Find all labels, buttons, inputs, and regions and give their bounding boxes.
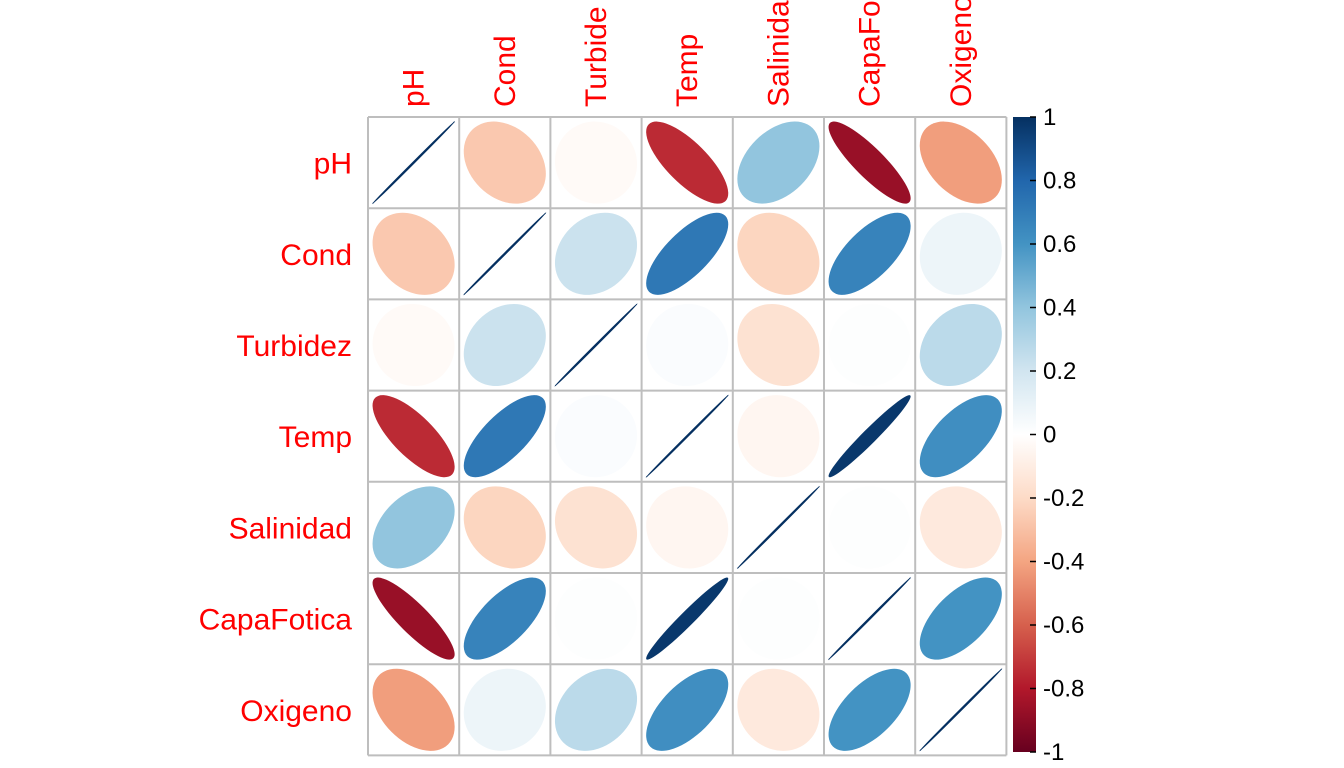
correlation-ellipse-CapaFotica-CapaFotica bbox=[827, 576, 912, 661]
legend-tick-label: 0.4 bbox=[1043, 295, 1076, 322]
correlation-ellipse-pH-CapaFotica bbox=[828, 121, 911, 204]
correlation-ellipse-Turbidez-Turbidez bbox=[554, 303, 638, 387]
correlation-ellipse-Turbidez-CapaFotica bbox=[828, 303, 911, 387]
correlation-ellipse-Turbidez-Temp bbox=[646, 303, 729, 387]
correlation-ellipse-Turbidez-Oxigeno bbox=[919, 303, 1002, 387]
correlation-ellipse-Temp-Salinidad bbox=[737, 395, 820, 478]
legend-tick-label: 0.2 bbox=[1043, 358, 1076, 385]
row-label: pH bbox=[314, 148, 352, 181]
correlation-ellipse-Salinidad-Temp bbox=[646, 486, 729, 569]
column-label: pH bbox=[398, 69, 431, 107]
correlation-ellipse-Cond-Oxigeno bbox=[919, 212, 1002, 295]
row-label: Cond bbox=[280, 239, 352, 272]
correlation-ellipse-Salinidad-Oxigeno bbox=[919, 486, 1002, 569]
column-label: Cond bbox=[489, 35, 522, 107]
correlation-ellipse-Cond-Salinidad bbox=[737, 212, 820, 295]
correlation-ellipse-Cond-Cond bbox=[463, 212, 547, 296]
legend-tick-label: 0.6 bbox=[1043, 231, 1076, 258]
correlation-ellipse-pH-Cond bbox=[463, 121, 546, 204]
correlation-ellipse-Oxigeno-Turbidez bbox=[554, 668, 638, 751]
row-label: Temp bbox=[279, 421, 352, 454]
correlation-ellipse-Cond-Temp bbox=[646, 212, 729, 295]
correlation-ellipse-Temp-Turbidez bbox=[554, 395, 638, 478]
correlation-ellipse-Oxigeno-CapaFotica bbox=[828, 668, 911, 751]
correlation-ellipse-Oxigeno-Oxigeno bbox=[919, 668, 1003, 752]
correlation-ellipse-pH-Turbidez bbox=[554, 121, 638, 204]
correlation-ellipse-CapaFotica-pH bbox=[372, 577, 455, 660]
correlation-ellipse-Oxigeno-Salinidad bbox=[737, 668, 820, 751]
column-label: CapaFo bbox=[854, 0, 887, 107]
correlation-ellipse-Oxigeno-Cond bbox=[463, 668, 546, 751]
correlation-ellipse-Temp-Cond bbox=[463, 395, 546, 478]
correlation-ellipse-pH-Temp bbox=[646, 121, 729, 204]
row-label: CapaFotica bbox=[199, 604, 353, 637]
correlation-ellipse-pH-pH bbox=[371, 120, 456, 205]
correlation-ellipse-Turbidez-Salinidad bbox=[737, 303, 820, 387]
correlation-ellipse-Cond-CapaFotica bbox=[828, 212, 911, 295]
correlation-ellipse-Turbidez-pH bbox=[372, 303, 455, 387]
column-label: Temp bbox=[671, 34, 704, 107]
correlation-ellipse-Temp-Oxigeno bbox=[919, 395, 1002, 478]
correlation-ellipse-Oxigeno-Temp bbox=[646, 668, 729, 751]
legend-tick-label: 1 bbox=[1043, 104, 1056, 131]
legend-tick-label: -0.8 bbox=[1043, 676, 1084, 703]
correlation-ellipse-pH-Oxigeno bbox=[919, 121, 1002, 204]
correlation-ellipse-CapaFotica-Temp bbox=[646, 577, 729, 660]
correlation-ellipse-CapaFotica-Oxigeno bbox=[919, 577, 1002, 660]
row-label: Turbidez bbox=[236, 330, 352, 363]
correlation-ellipse-Cond-Turbidez bbox=[554, 212, 638, 295]
correlation-ellipse-Cond-pH bbox=[372, 212, 455, 295]
correlation-ellipse-CapaFotica-Salinidad bbox=[737, 577, 820, 660]
correlation-ellipse-Temp-Temp bbox=[645, 394, 729, 478]
correlation-ellipse-Salinidad-Salinidad bbox=[736, 485, 821, 570]
correlation-ellipse-Temp-CapaFotica bbox=[828, 395, 911, 478]
column-label: Turbide bbox=[580, 6, 613, 107]
correlation-ellipse-CapaFotica-Turbidez bbox=[554, 577, 638, 660]
row-label: Oxigeno bbox=[240, 695, 352, 728]
correlation-ellipse-pH-Salinidad bbox=[737, 121, 820, 204]
row-label: Salinidad bbox=[229, 512, 352, 545]
legend-tick-label: 0 bbox=[1043, 422, 1056, 449]
correlation-ellipse-Salinidad-Cond bbox=[463, 486, 546, 569]
correlation-ellipse-CapaFotica-Cond bbox=[463, 577, 546, 660]
correlation-ellipse-Salinidad-CapaFotica bbox=[828, 486, 911, 569]
correlation-ellipse-Salinidad-pH bbox=[372, 486, 455, 569]
correlation-ellipse-Temp-pH bbox=[372, 395, 455, 478]
column-label: Salinida bbox=[762, 0, 795, 107]
legend-tick-label: -0.2 bbox=[1043, 485, 1084, 512]
legend-tick-label: -1 bbox=[1043, 739, 1064, 766]
correlation-ellipse-Turbidez-Cond bbox=[463, 303, 546, 387]
correlation-ellipse-Oxigeno-pH bbox=[372, 668, 455, 751]
column-label: Oxigeno bbox=[945, 0, 978, 107]
legend-tick-label: -0.6 bbox=[1043, 612, 1084, 639]
legend-tick-label: -0.4 bbox=[1043, 549, 1084, 576]
correlation-ellipse-Salinidad-Turbidez bbox=[554, 486, 638, 569]
legend-color-bar bbox=[1013, 117, 1036, 752]
legend-tick-label: 0.8 bbox=[1043, 168, 1076, 195]
